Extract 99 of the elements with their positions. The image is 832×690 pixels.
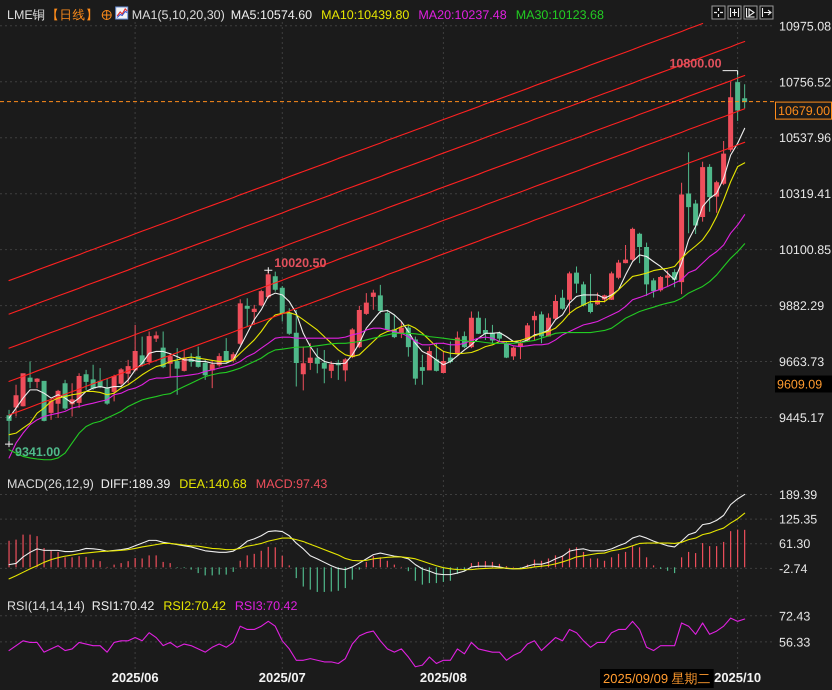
candlestick [154,331,159,342]
chart-title: RSI(14,14,14) [7,599,85,613]
line-series [8,108,746,382]
candlestick [552,294,558,320]
text: MACD:97.43 [256,477,328,491]
candlestick [686,152,692,234]
text: 2025/09/09 星期二 [603,671,711,686]
chart-subtitle: 【日线】 [46,8,99,22]
x-tick-label: 2025/08 [420,670,467,685]
candlestick [482,318,488,340]
y-tick-label: 10975.08 [779,19,832,34]
candlestick [342,358,348,382]
y-tick-label: 72.43 [779,609,810,624]
candlestick [34,378,40,389]
candlestick [510,346,516,360]
candlestick [370,289,376,310]
text: DIFF:189.39 [100,477,170,491]
candlestick [434,342,439,372]
y-tick-label: 10756.52 [779,75,832,90]
legend-label: RSI2:70.42 [163,599,226,613]
candlestick [168,352,173,378]
annotation: 9341.00 [15,445,60,460]
candlestick [84,369,89,390]
candlestick [518,339,523,360]
candlestick [364,292,369,316]
candlestick [140,336,145,368]
candlestick [224,338,229,364]
ref-line-label: 10679.00 [778,104,830,118]
candlestick [98,368,103,389]
candlestick [322,349,327,384]
y-tick-label: 9445.17 [779,411,824,425]
candlestick [440,350,446,374]
candlestick [574,266,580,294]
y-tick-label: -2.74 [779,562,808,576]
candlestick [616,259,622,280]
text: MA30:10123.68 [516,8,604,22]
text: MA5:10574.60 [230,8,312,22]
x-tick-label: 2025/07 [258,670,306,685]
candlestick [294,310,299,388]
y-tick-label: 9663.73 [779,355,824,369]
candlestick [623,244,628,264]
y-tick-label: 10100.85 [779,243,832,258]
chart-title: LME铜 [7,8,46,22]
y-tick-label: 125.35 [779,512,818,527]
series-label: RSI3:70.42 [234,599,298,613]
candlestick [476,311,481,335]
candlestick [308,342,313,370]
candlestick [174,348,180,396]
y-tick-label: 9882.29 [779,299,824,314]
legend-title: MA1(5,10,20,30) [132,8,225,22]
candlestick [742,84,748,109]
candlestick [300,346,306,391]
candlestick [258,289,264,307]
candlestick [630,227,636,262]
candlestick [286,308,292,336]
line-series [8,512,746,580]
text: MA20:10237.48 [418,8,507,22]
candlestick [378,284,383,314]
legend-label: RSI1:70.42 [92,599,154,613]
candlestick [532,311,537,340]
candlestick [314,348,320,374]
line-series [8,74,746,349]
candlestick [210,359,215,389]
y-tick-label: 61.30 [779,537,810,552]
candlestick [132,324,138,372]
text: MA10:10439.80 [321,8,410,22]
annotation: 10020.50 [274,256,326,270]
y-tick-label: 10537.96 [779,131,832,146]
candlestick [28,360,33,389]
candlestick [272,271,278,292]
candlestick [637,232,642,264]
candlestick [714,180,720,214]
candlestick [448,340,453,364]
candlestick [328,360,334,379]
y-tick-label: 189.39 [779,488,818,502]
y-tick-label: 10319.41 [779,187,832,202]
line-series [8,494,746,576]
y-tick-label: 56.33 [779,635,810,650]
line-series [8,40,746,315]
candlestick [707,164,712,212]
candlestick [665,270,670,287]
candlestick [384,309,390,330]
candlestick [567,271,572,316]
candlestick [420,354,425,386]
candlestick [244,298,250,328]
candlestick [14,384,19,417]
line-series [8,618,746,668]
candlestick [560,289,565,310]
candlestick [538,311,544,344]
text: DEA:140.68 [179,477,247,491]
candlestick [126,359,131,384]
x-tick-label: 2025/10 [714,670,762,685]
candlestick [252,304,257,326]
text: 9609.09 [777,378,822,392]
candlestick [651,278,656,298]
candlestick [588,273,594,314]
x-tick-label: 2025/06 [112,670,159,685]
candlestick [644,242,650,296]
chart-title: MACD(26,12,9) [7,477,94,491]
